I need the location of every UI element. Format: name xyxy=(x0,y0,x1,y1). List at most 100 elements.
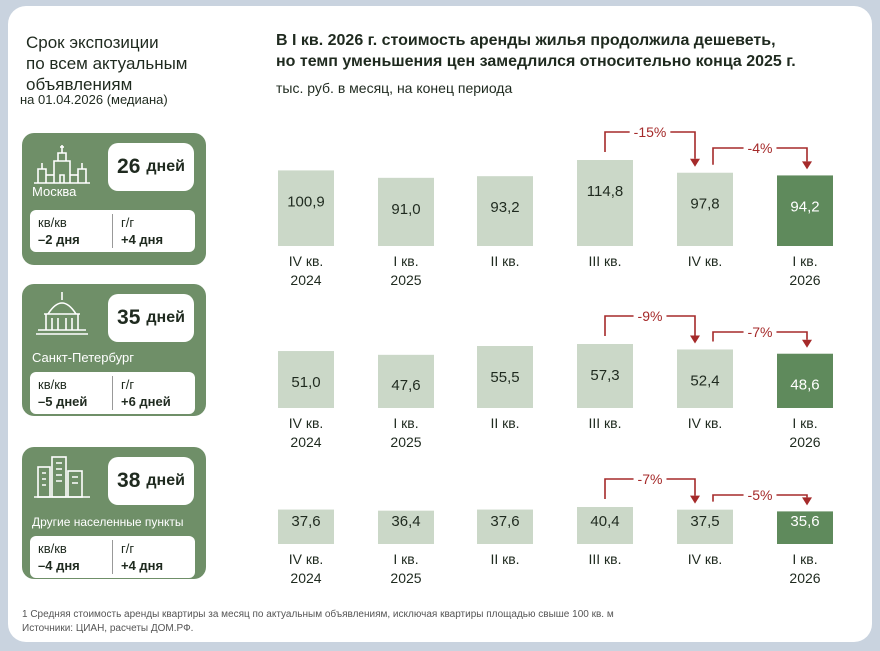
category-label: I кв. xyxy=(792,253,817,269)
cathedral-icon xyxy=(36,292,88,335)
bar xyxy=(278,509,334,544)
chart-title-line-1: В I кв. 2026 г. стоимость аренды жилья п… xyxy=(276,32,776,49)
yy-change: г/г +6 дней xyxy=(113,372,195,414)
yy-label: г/г xyxy=(121,215,135,230)
left-title-line-3: объявлениям xyxy=(26,75,133,94)
bar-value-label: 51,0 xyxy=(291,374,320,391)
category-label: II кв. xyxy=(490,253,519,269)
category-label: IV кв. xyxy=(289,551,324,567)
buildings-icon xyxy=(34,456,90,498)
change-label: -9% xyxy=(638,308,663,324)
chart-title-line-2: но темп уменьшения цен замедлился относи… xyxy=(276,53,796,70)
qq-value: –4 дня xyxy=(38,558,80,573)
change-arrowhead xyxy=(690,495,700,504)
change-label-bg xyxy=(629,123,671,141)
category-label: I кв. xyxy=(393,415,418,431)
qq-change: кв/кв –5 дней xyxy=(30,372,112,414)
bar-value-label: 52,4 xyxy=(690,372,719,389)
bar-value-label: 36,4 xyxy=(391,513,420,530)
bar xyxy=(777,511,833,544)
change-label: -5% xyxy=(748,487,773,503)
change-label: -15% xyxy=(634,124,667,140)
category-label: III кв. xyxy=(588,253,621,269)
category-year-label: 2025 xyxy=(390,272,421,288)
category-year-label: 2024 xyxy=(290,570,321,586)
bar xyxy=(278,170,334,246)
chart-title: В I кв. 2026 г. стоимость аренды жилья п… xyxy=(276,30,796,72)
yy-value: +4 дня xyxy=(121,232,164,247)
category-year-label: 2025 xyxy=(390,570,421,586)
category-label: I кв. xyxy=(393,551,418,567)
bar xyxy=(378,177,434,246)
left-title-line-2: по всем актуальным xyxy=(26,54,188,73)
category-label: I кв. xyxy=(792,415,817,431)
yy-value: +4 дня xyxy=(121,558,164,573)
days-box: 26 дней xyxy=(108,143,194,191)
change-arrowhead xyxy=(802,161,812,170)
yy-label: г/г xyxy=(121,377,135,392)
bar-value-label: 93,2 xyxy=(490,199,519,216)
change-label-bg xyxy=(633,307,667,325)
bar xyxy=(477,346,533,408)
bar-value-label: 37,6 xyxy=(490,513,519,530)
left-subtitle: на 01.04.2026 (медиана) xyxy=(20,92,168,107)
chart-units: тыс. руб. в месяц, на конец периода xyxy=(276,80,513,96)
bar-value-label: 91,0 xyxy=(391,201,420,218)
category-year-label: 2026 xyxy=(789,434,820,450)
category-label: IV кв. xyxy=(688,551,723,567)
change-label-bg xyxy=(743,486,777,504)
category-label: IV кв. xyxy=(289,253,324,269)
category-label: I кв. xyxy=(792,551,817,567)
category-label: II кв. xyxy=(490,415,519,431)
bar-value-label: 97,8 xyxy=(690,196,719,213)
category-year-label: 2025 xyxy=(390,434,421,450)
bar xyxy=(777,175,833,246)
bar xyxy=(677,172,733,246)
change-label-bg xyxy=(743,323,777,341)
bar xyxy=(577,160,633,246)
bar-value-label: 94,2 xyxy=(790,198,819,215)
category-label: IV кв. xyxy=(688,415,723,431)
change-label-bg xyxy=(633,470,667,488)
bar-value-label: 48,6 xyxy=(790,377,819,394)
qq-value: –5 дней xyxy=(38,394,88,409)
category-label: III кв. xyxy=(588,415,621,431)
category-label: II кв. xyxy=(490,551,519,567)
days-box: 35 дней xyxy=(108,294,194,342)
change-arrowhead xyxy=(802,339,812,348)
bar-value-label: 40,4 xyxy=(590,513,619,530)
bar xyxy=(278,351,334,408)
delta-box: кв/кв –5 дней г/г +6 дней xyxy=(30,372,195,414)
city-name: Санкт-Петербург xyxy=(32,350,134,365)
days-unit: дней xyxy=(146,158,185,175)
delta-box: кв/кв –2 дня г/г +4 дня xyxy=(30,210,195,252)
source-note: Источники: ЦИАН, расчеты ДОМ.РФ. xyxy=(22,623,194,634)
change-label: -4% xyxy=(748,140,773,156)
change-label-bg xyxy=(743,139,777,157)
city-name: Москва xyxy=(32,184,77,199)
days-box: 38 дней xyxy=(108,457,194,505)
bar-value-label: 37,6 xyxy=(291,513,320,530)
bar-value-label: 57,3 xyxy=(590,367,619,384)
bar-value-label: 37,5 xyxy=(690,513,719,530)
qq-change: кв/кв –4 дня xyxy=(30,536,112,578)
bar xyxy=(677,349,733,408)
bar-value-label: 35,6 xyxy=(790,513,819,530)
category-year-label: 2024 xyxy=(290,434,321,450)
days-unit: дней xyxy=(146,309,185,326)
change-arrowhead xyxy=(690,158,700,167)
category-label: IV кв. xyxy=(289,415,324,431)
bar xyxy=(477,176,533,246)
change-label: -7% xyxy=(638,471,663,487)
delta-divider xyxy=(112,214,113,248)
bar xyxy=(577,507,633,544)
bar-value-label: 100,9 xyxy=(287,193,325,210)
days-value: 38 xyxy=(117,469,141,492)
category-year-label: 2024 xyxy=(290,272,321,288)
qq-label: кв/кв xyxy=(38,215,67,230)
bar xyxy=(577,344,633,408)
bar xyxy=(378,510,434,544)
footnote: 1 Средняя стоимость аренды квартиры за м… xyxy=(22,609,614,620)
category-year-label: 2026 xyxy=(789,570,820,586)
